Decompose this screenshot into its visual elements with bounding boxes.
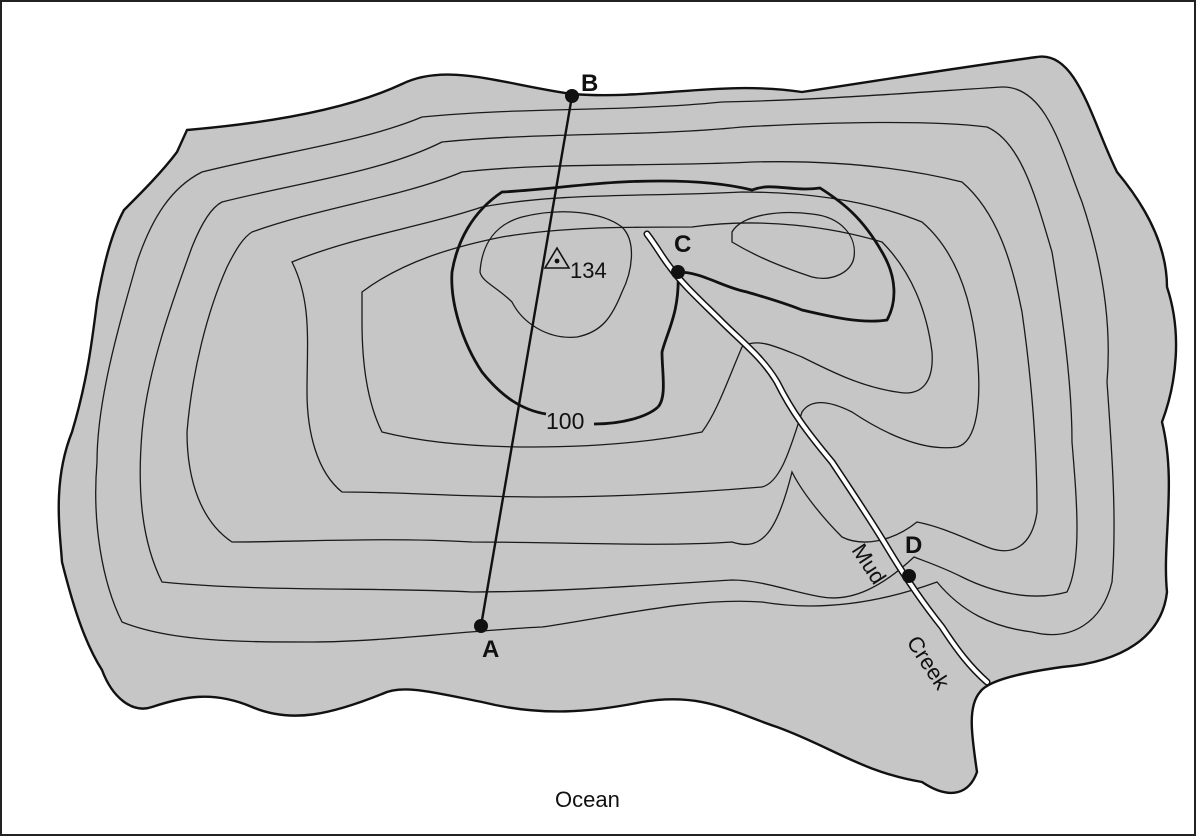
point-d-label: D: [905, 532, 922, 559]
benchmark-dot: [554, 258, 560, 264]
benchmark-triangle-icon: [543, 246, 571, 269]
island-land: [57, 55, 1178, 794]
east-hill-contour: [731, 211, 855, 279]
point-b-marker: [565, 89, 579, 103]
summit-elevation-label: 134: [570, 258, 607, 283]
contour-line-3: [186, 161, 1038, 552]
point-b-label: B: [581, 70, 598, 97]
contour-line-2: [139, 121, 1078, 599]
point-d-marker: [902, 569, 916, 583]
contour-label-100: 100: [546, 408, 584, 434]
contour-line-4: [291, 191, 980, 498]
profile-line-ab: [479, 95, 574, 627]
point-a-label: A: [482, 636, 499, 663]
index-contour-100-tail: [593, 405, 659, 426]
index-contour-100: [450, 179, 896, 416]
summit-contour: [479, 211, 633, 338]
contour-line-1: [95, 86, 1115, 643]
ocean-label: Ocean: [555, 787, 620, 812]
point-c-marker: [671, 265, 685, 279]
point-c-label: C: [674, 231, 691, 258]
mud-creek-channel: [645, 232, 989, 684]
contour-line-5: [361, 222, 933, 448]
point-a-marker: [474, 619, 488, 633]
